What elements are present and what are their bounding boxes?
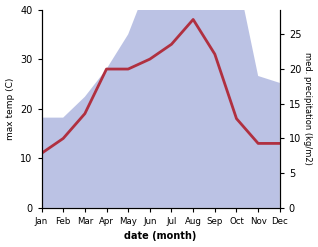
X-axis label: date (month): date (month) <box>124 231 197 242</box>
Y-axis label: max temp (C): max temp (C) <box>5 78 15 140</box>
Y-axis label: med. precipitation (kg/m2): med. precipitation (kg/m2) <box>303 52 313 165</box>
